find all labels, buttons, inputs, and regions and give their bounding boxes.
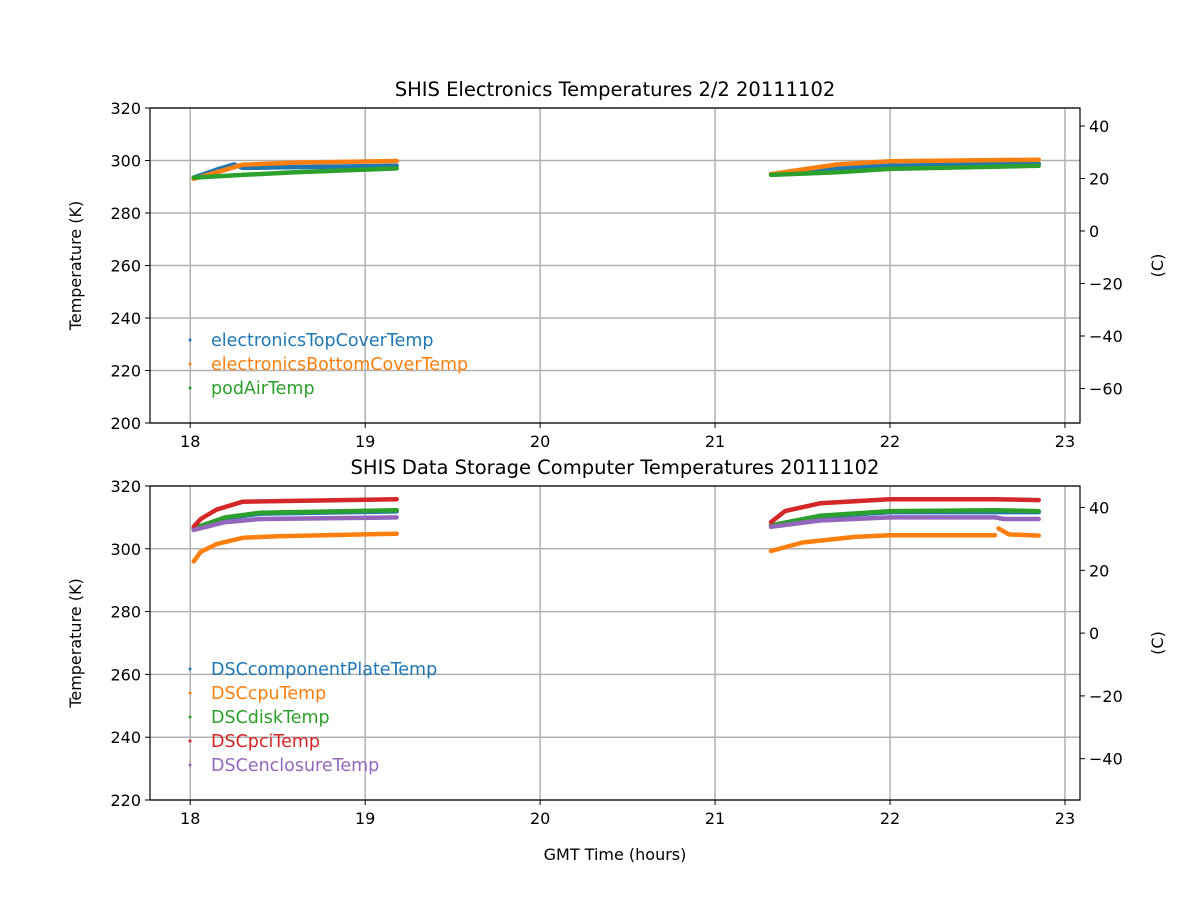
x-tick-label: 23	[1055, 432, 1075, 451]
legend-marker	[188, 386, 192, 390]
legend-entry: DSCdiskTemp	[211, 708, 330, 728]
y-tick-label: 320	[110, 477, 141, 496]
series-podAirTemp	[768, 163, 1041, 178]
y-tick-label: 320	[110, 99, 141, 118]
series-DSCdiskTemp	[191, 507, 399, 531]
y-tick-label: 240	[110, 728, 141, 747]
y-right-tick-label: 0	[1089, 624, 1099, 643]
x-axis-label: GMT Time (hours)	[544, 845, 687, 864]
legend-marker	[188, 739, 192, 743]
chart-title: SHIS Electronics Temperatures 2/2 201111…	[395, 78, 836, 101]
y-tick-label: 220	[110, 791, 141, 810]
chart-1: 18 19 20 21 22 23200220240260280300320−60−40−…	[66, 78, 1167, 451]
x-tick-label: 21	[705, 432, 725, 451]
legend-entry: DSCenclosureTemp	[211, 756, 379, 776]
y-tick-label: 300	[110, 152, 141, 171]
y-right-tick-label: −20	[1089, 687, 1123, 706]
y-right-tick-label: 40	[1089, 117, 1109, 136]
y-tick-label: 240	[110, 309, 141, 328]
y-axis-right-label: (C)	[1148, 631, 1167, 655]
series-DSCpciTemp	[768, 496, 1041, 525]
x-tick-label: 23	[1055, 809, 1075, 828]
x-tick-label: 21	[705, 809, 725, 828]
legend-entry: electronicsBottomCoverTemp	[211, 355, 468, 375]
legend-marker	[188, 667, 192, 671]
y-right-tick-label: 0	[1089, 222, 1099, 241]
series-DSCcpuTemp	[768, 533, 998, 554]
x-tick-label: 20	[530, 432, 550, 451]
axes-frame	[149, 485, 1081, 801]
y-tick-label: 280	[110, 603, 141, 622]
y-right-tick-label: 20	[1089, 169, 1109, 188]
y-tick-label: 220	[110, 362, 141, 381]
legend-marker	[188, 715, 192, 719]
x-tick-label: 18	[180, 432, 200, 451]
x-tick-label: 18	[180, 809, 200, 828]
y-right-tick-label: −40	[1089, 327, 1123, 346]
series-DSCdiskTemp	[768, 507, 1041, 528]
legend-marker	[188, 763, 192, 767]
legend-entry: electronicsTopCoverTemp	[211, 331, 434, 351]
series-DSCenclosureTemp	[768, 515, 1041, 530]
legend-marker	[188, 691, 192, 695]
legend-marker	[188, 362, 192, 366]
series-DSCcpuTemp	[191, 531, 399, 564]
y-axis-right-label: (C)	[1148, 254, 1167, 278]
series-electronicsBottomCoverTemp	[191, 158, 399, 182]
x-tick-label: 19	[355, 432, 375, 451]
y-tick-label: 280	[110, 204, 141, 223]
legend-entry: DSCcpuTemp	[211, 684, 326, 704]
chart-title: SHIS Data Storage Computer Temperatures …	[351, 456, 880, 479]
legend-entry: DSCpciTemp	[211, 732, 320, 752]
y-right-tick-label: 20	[1089, 561, 1109, 580]
y-tick-label: 300	[110, 540, 141, 559]
legend-entry: podAirTemp	[211, 379, 315, 399]
y-right-tick-label: −60	[1089, 379, 1123, 398]
series-electronicsBottomCoverTemp	[768, 157, 1041, 177]
x-tick-label: 22	[880, 432, 900, 451]
y-axis-label: Temperature (K)	[66, 578, 85, 708]
legend-entry: DSCcomponentPlateTemp	[211, 660, 437, 680]
chart-2: 18 19 20 21 22 23 220 240 260 280 300 320 −40 −20 0 20 4…	[66, 456, 1167, 864]
x-tick-label: 20	[530, 809, 550, 828]
series-DSCcpuTemp	[996, 526, 1041, 538]
y-tick-label: 260	[110, 665, 141, 684]
series-podAirTemp	[191, 166, 399, 180]
y-axis-label: Temperature (K)	[66, 201, 85, 331]
y-right-tick-label: −40	[1089, 750, 1123, 769]
y-tick-label: 200	[110, 414, 141, 433]
y-right-tick-label: 40	[1089, 499, 1109, 518]
y-right-tick-label: −20	[1089, 274, 1123, 293]
legend-marker	[188, 338, 192, 342]
x-tick-label: 19	[355, 809, 375, 828]
x-tick-label: 22	[880, 809, 900, 828]
series-DSCpciTemp	[191, 496, 399, 530]
y-tick-label: 260	[110, 257, 141, 276]
series-DSCenclosureTemp	[191, 515, 399, 533]
